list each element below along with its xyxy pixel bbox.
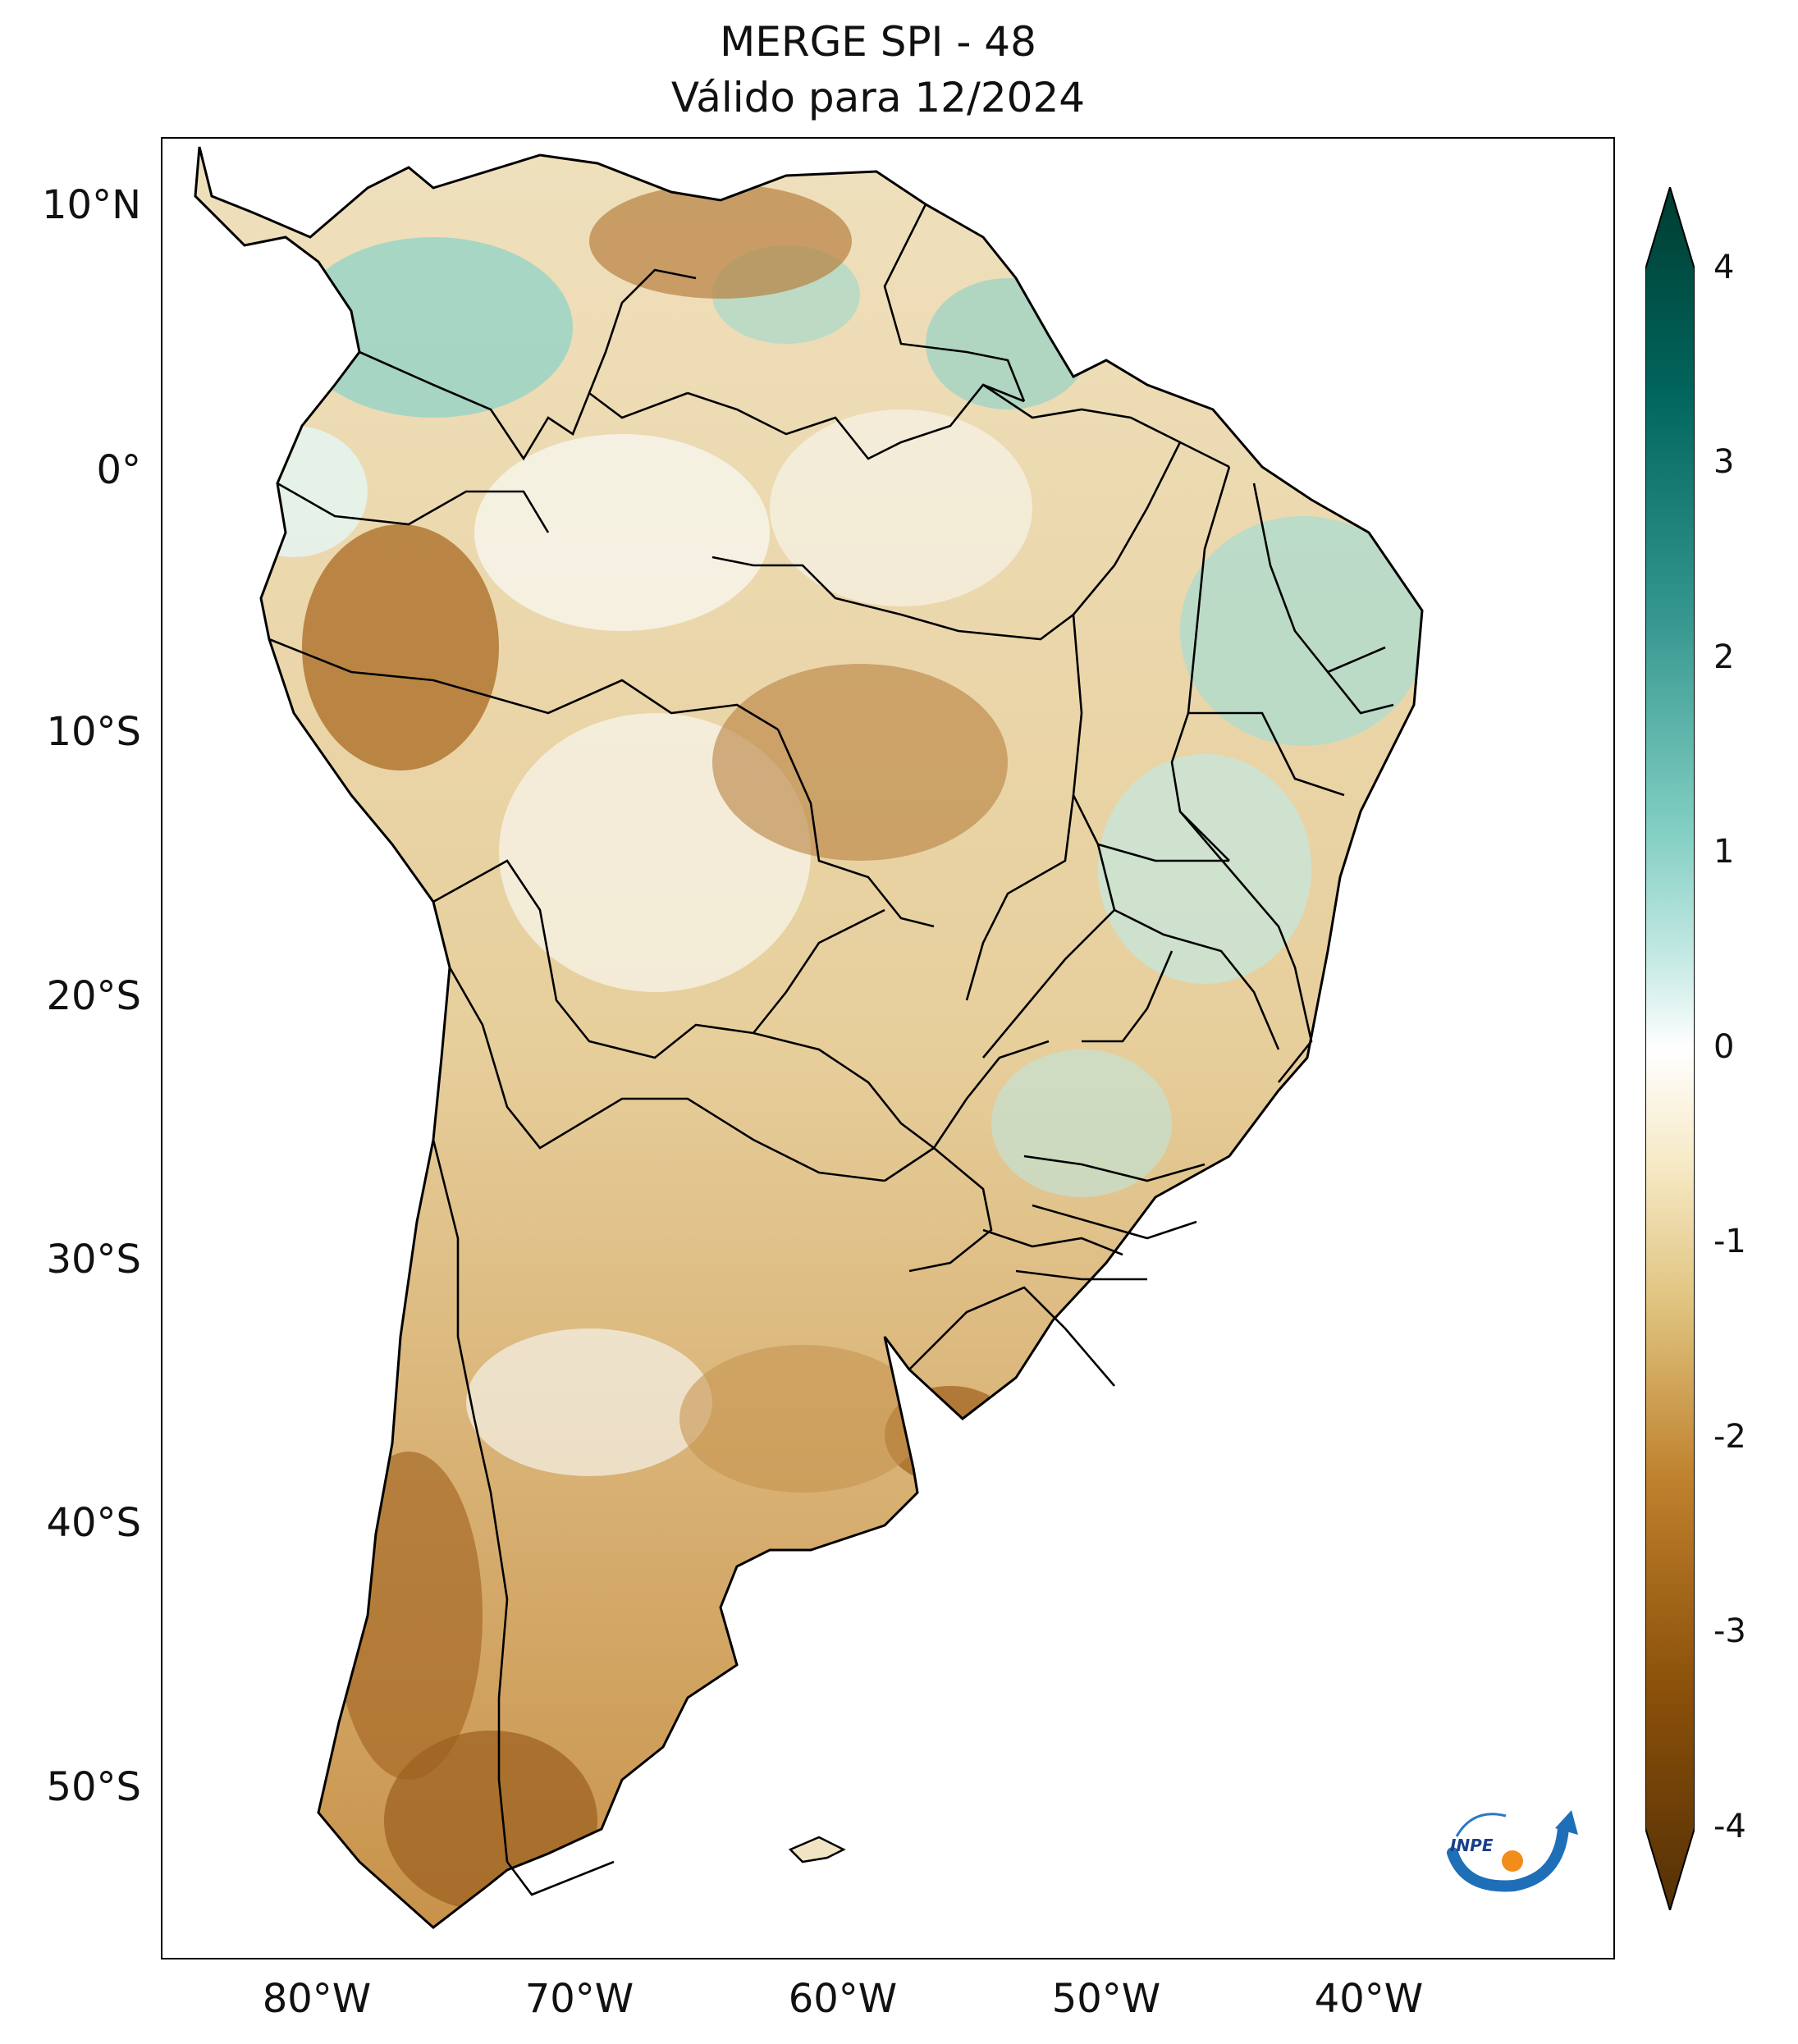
inpe-logo-icon: INPE bbox=[1447, 1810, 1578, 1892]
lat-label-10n: 10°N bbox=[42, 182, 141, 228]
colorbar-tick-4: 4 bbox=[1713, 249, 1735, 286]
lon-label-50w: 50°W bbox=[1051, 1976, 1161, 2022]
lat-label-50s: 50°S bbox=[46, 1764, 141, 1810]
lat-label-0: 0° bbox=[96, 447, 141, 493]
colorbar-tick-2: 2 bbox=[1713, 638, 1735, 676]
colorbar-tick-m4: -4 bbox=[1713, 1808, 1746, 1845]
colorbar-tick-m2: -2 bbox=[1713, 1418, 1746, 1456]
colorbar bbox=[1645, 187, 1695, 1910]
colorbar-tick-1: 1 bbox=[1713, 833, 1735, 871]
map-panel bbox=[161, 137, 1615, 1959]
colorbar-tick-m1: -1 bbox=[1713, 1223, 1746, 1260]
south-america-map bbox=[194, 145, 1424, 1929]
svg-text:INPE: INPE bbox=[1450, 1836, 1494, 1855]
colorbar-tick-m3: -3 bbox=[1713, 1612, 1746, 1650]
lon-label-70w: 70°W bbox=[524, 1976, 634, 2022]
lat-label-30s: 30°S bbox=[46, 1237, 141, 1283]
lat-label-10s: 10°S bbox=[46, 709, 141, 755]
colorbar-tick-0: 0 bbox=[1713, 1028, 1735, 1066]
map-subtitle: Válido para 12/2024 bbox=[670, 74, 1086, 121]
lon-label-40w: 40°W bbox=[1314, 1976, 1424, 2022]
lon-label-60w: 60°W bbox=[788, 1976, 898, 2022]
map-title: MERGE SPI - 48 bbox=[720, 18, 1036, 66]
lat-label-40s: 40°S bbox=[46, 1500, 141, 1546]
lon-label-80w: 80°W bbox=[262, 1976, 372, 2022]
colorbar-tick-3: 3 bbox=[1713, 443, 1735, 481]
lat-label-20s: 20°S bbox=[46, 973, 141, 1019]
